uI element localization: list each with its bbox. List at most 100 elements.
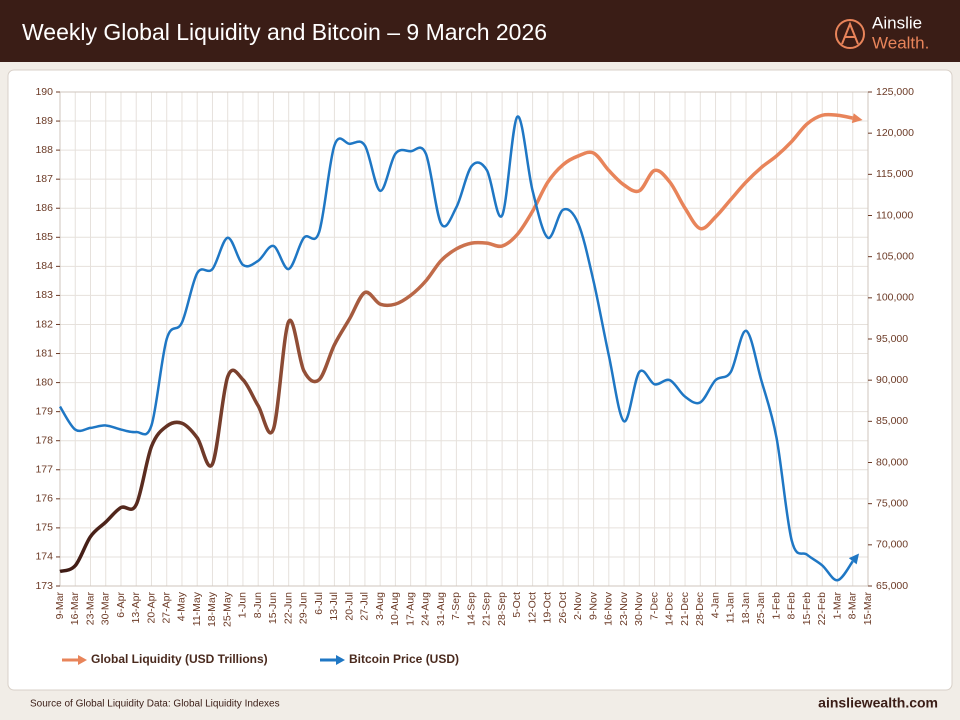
legend-label: Global Liquidity (USD Trillions) bbox=[91, 652, 268, 666]
x-tick-label: 14-Dec bbox=[664, 592, 676, 626]
x-tick-label: 12-Oct bbox=[526, 592, 538, 624]
x-tick-label: 11-May bbox=[191, 591, 203, 626]
x-tick-label: 28-Dec bbox=[694, 592, 706, 626]
y2-tick-label: 65,000 bbox=[876, 580, 908, 592]
y-tick-label: 188 bbox=[35, 144, 53, 156]
x-tick-label: 1-Jun bbox=[237, 592, 249, 618]
y2-tick-label: 100,000 bbox=[876, 292, 914, 304]
x-tick-label: 30-Nov bbox=[633, 591, 645, 626]
title: Weekly Global Liquidity and Bitcoin – 9 … bbox=[22, 19, 547, 45]
legend-arrow bbox=[78, 655, 87, 665]
x-tick-label: 23-Mar bbox=[84, 592, 96, 626]
x-tick-label: 5-Oct bbox=[511, 592, 523, 618]
x-tick-label: 1-Feb bbox=[770, 592, 782, 620]
x-tick-label: 17-Aug bbox=[404, 592, 416, 626]
y-tick-label: 174 bbox=[35, 551, 53, 563]
x-tick-label: 25-Jan bbox=[755, 592, 767, 624]
y-tick-label: 177 bbox=[35, 464, 53, 476]
y-tick-label: 189 bbox=[35, 115, 53, 127]
y-tick-label: 190 bbox=[35, 86, 53, 98]
y-tick-label: 176 bbox=[35, 493, 53, 505]
x-tick-label: 21-Sep bbox=[481, 592, 493, 626]
x-tick-label: 28-Sep bbox=[496, 592, 508, 626]
source: Source of Global Liquidity Data: Global … bbox=[30, 699, 280, 710]
site: ainsliewealth.com bbox=[818, 695, 938, 711]
y-tick-label: 175 bbox=[35, 522, 53, 534]
y-tick-label: 184 bbox=[35, 260, 53, 272]
x-tick-label: 9-Mar bbox=[54, 591, 66, 619]
x-tick-label: 20-Jul bbox=[343, 592, 355, 621]
legend-arrow bbox=[336, 655, 345, 665]
x-tick-label: 3-Aug bbox=[374, 592, 386, 620]
logo-bottom: Wealth. bbox=[872, 33, 929, 52]
y2-tick-label: 70,000 bbox=[876, 539, 908, 551]
x-tick-label: 26-Oct bbox=[557, 592, 569, 624]
x-tick-label: 11-Jan bbox=[725, 592, 737, 623]
x-tick-label: 7-Sep bbox=[450, 592, 462, 620]
plot: 173 174 175 176 177 178 179 180 181 182 183 184 185 1… bbox=[35, 86, 914, 666]
logo: Ainslie Wealth. bbox=[835, 13, 929, 52]
x-tick-label: 7-Dec bbox=[648, 592, 660, 620]
y2-tick-label: 125,000 bbox=[876, 86, 914, 98]
y-tick-label: 187 bbox=[35, 173, 53, 185]
y-tick-label: 185 bbox=[35, 231, 53, 243]
logo-top: Ainslie bbox=[872, 13, 922, 32]
arrow-head bbox=[848, 553, 860, 565]
y2-tick-label: 105,000 bbox=[876, 250, 914, 262]
x-tick-label: 14-Sep bbox=[465, 592, 477, 626]
x-tick-label: 4-May bbox=[176, 591, 188, 621]
x-tick-label: 15-Jun bbox=[267, 592, 279, 624]
y2-tick-label: 115,000 bbox=[876, 168, 913, 180]
x-tick-label: 15-Feb bbox=[801, 592, 813, 625]
y-tick-label: 180 bbox=[35, 376, 53, 388]
series-line bbox=[59, 112, 854, 574]
y2-tick-label: 95,000 bbox=[876, 333, 908, 345]
x-tick-label: 19-Oct bbox=[542, 592, 554, 624]
x-tick-label: 10-Aug bbox=[389, 592, 401, 626]
x-tick-label: 18-May bbox=[206, 591, 218, 627]
arrow-head bbox=[851, 113, 863, 124]
x-tick-label: 27-Jul bbox=[359, 592, 371, 621]
x-tick-label: 6-Apr bbox=[115, 592, 127, 618]
y2-tick-label: 90,000 bbox=[876, 374, 908, 386]
y-tick-label: 178 bbox=[35, 434, 53, 446]
x-tick-label: 24-Aug bbox=[420, 592, 432, 626]
x-tick-label: 22-Feb bbox=[816, 592, 828, 625]
y2-tick-label: 80,000 bbox=[876, 456, 908, 468]
x-tick-label: 4-Jan bbox=[709, 592, 721, 618]
x-tick-label: 23-Nov bbox=[618, 591, 630, 626]
x-tick-label: 6-Jul bbox=[313, 592, 325, 615]
legend-label: Bitcoin Price (USD) bbox=[349, 652, 459, 666]
y-tick-label: 173 bbox=[35, 580, 53, 592]
x-tick-label: 29-Jun bbox=[298, 592, 310, 624]
x-tick-label: 13-Jul bbox=[328, 592, 340, 621]
x-tick-label: 16-Mar bbox=[69, 592, 81, 626]
x-tick-label: 21-Dec bbox=[679, 592, 691, 626]
x-tick-label: 8-Feb bbox=[786, 592, 798, 620]
x-tick-label: 8-Jun bbox=[252, 592, 264, 618]
y2-tick-label: 110,000 bbox=[876, 209, 913, 221]
x-tick-label: 20-Apr bbox=[145, 591, 157, 623]
x-tick-label: 22-Jun bbox=[282, 592, 294, 624]
x-tick-label: 2-Nov bbox=[572, 591, 584, 620]
y2-tick-label: 85,000 bbox=[876, 415, 908, 427]
y2-tick-label: 120,000 bbox=[876, 127, 914, 139]
y-tick-label: 186 bbox=[35, 202, 53, 214]
y-tick-label: 181 bbox=[35, 347, 53, 359]
x-tick-label: 16-Nov bbox=[603, 591, 615, 626]
x-tick-label: 25-May bbox=[221, 591, 233, 627]
x-tick-label: 30-Mar bbox=[100, 592, 112, 626]
y2-tick-label: 75,000 bbox=[876, 497, 908, 509]
series-line bbox=[58, 115, 854, 582]
y-tick-label: 179 bbox=[35, 405, 53, 417]
x-tick-label: 15-Mar bbox=[862, 592, 874, 626]
x-tick-label: 1-Mar bbox=[831, 591, 843, 619]
header-bar bbox=[0, 0, 960, 62]
y-tick-label: 183 bbox=[35, 289, 53, 301]
x-tick-label: 18-Jan bbox=[740, 592, 752, 624]
x-tick-label: 8-Mar bbox=[847, 591, 859, 619]
x-tick-label: 9-Nov bbox=[587, 591, 599, 620]
x-tick-label: 31-Aug bbox=[435, 592, 447, 626]
x-tick-label: 27-Apr bbox=[160, 591, 172, 623]
